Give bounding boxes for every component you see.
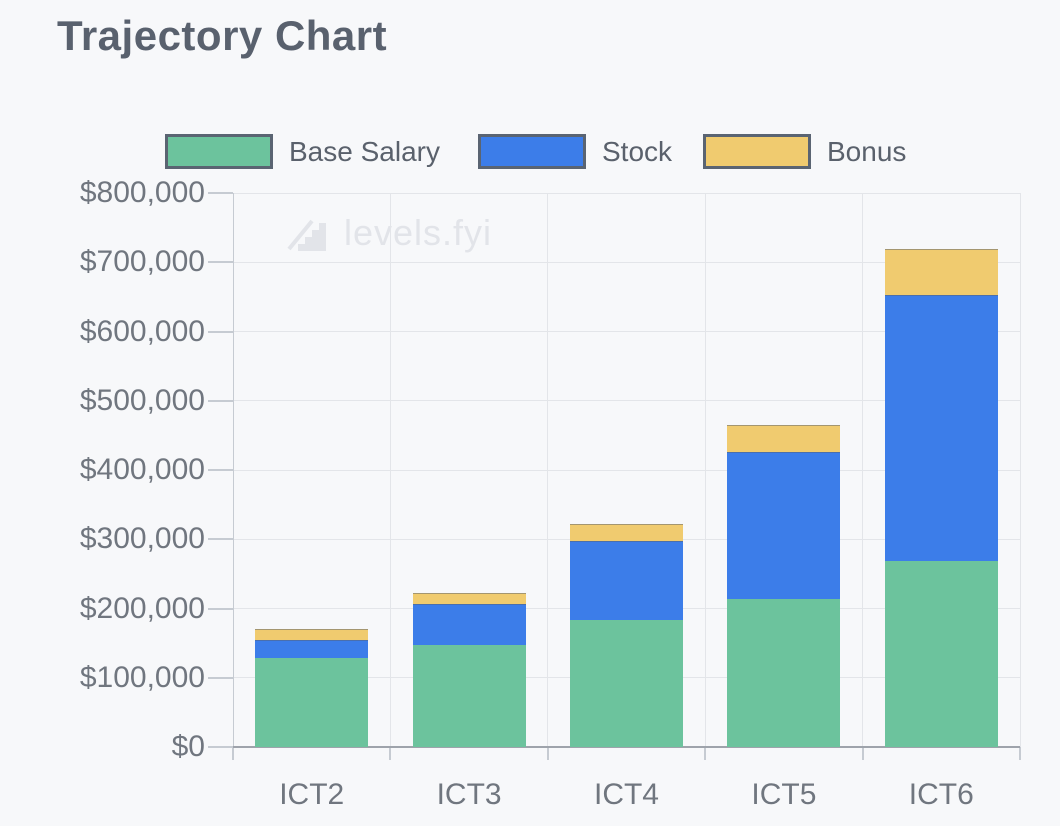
legend-swatch-bonus xyxy=(703,134,811,169)
x-axis-label-ict3: ICT3 xyxy=(436,778,502,811)
y-axis-label: $800,000 xyxy=(79,176,205,209)
gridline-vertical xyxy=(1019,193,1021,747)
gridline-horizontal xyxy=(233,331,1020,332)
x-axis-line xyxy=(233,746,1020,748)
bar-segment-ict3-stock[interactable] xyxy=(412,603,526,646)
legend-item-bonus[interactable]: Bonus xyxy=(703,134,906,169)
x-axis-tick xyxy=(389,747,392,760)
gridline-horizontal xyxy=(233,192,1020,194)
bar-segment-ict4-stock[interactable] xyxy=(570,541,683,620)
y-axis-label: $400,000 xyxy=(79,453,205,486)
y-axis-tick xyxy=(208,676,233,679)
y-axis-tick xyxy=(208,746,233,748)
y-axis-tick xyxy=(208,330,233,333)
x-axis-label-ict6: ICT6 xyxy=(908,778,974,811)
y-axis-label: $700,000 xyxy=(79,245,205,279)
y-axis-label: $100,000 xyxy=(79,660,205,694)
y-axis-label: $500,000 xyxy=(79,383,205,417)
legend-item-base-salary[interactable]: Base Salary xyxy=(165,134,440,169)
y-axis-line xyxy=(232,193,234,747)
bar-segment-ict3-base-salary[interactable] xyxy=(412,645,526,747)
bar-segment-ict5-stock[interactable] xyxy=(727,451,841,600)
bar-segment-ict3-bonus[interactable] xyxy=(412,593,526,604)
x-axis-label-ict4: ICT4 xyxy=(593,778,659,811)
gridline-vertical xyxy=(704,193,706,747)
stairs-icon xyxy=(287,219,326,251)
x-axis-label-ict2: ICT2 xyxy=(279,778,345,811)
x-axis-label-ict5: ICT5 xyxy=(751,778,817,811)
y-axis-tick xyxy=(208,192,233,194)
y-axis-tick xyxy=(208,538,233,541)
watermark-text: levels.fyi xyxy=(344,212,493,253)
legend-swatch-base-salary xyxy=(165,134,273,169)
bar-segment-ict6-bonus[interactable] xyxy=(884,249,998,296)
gridline-horizontal xyxy=(233,400,1020,402)
y-axis-tick xyxy=(208,261,233,264)
bar-segment-ict4-base-salary[interactable] xyxy=(570,619,683,747)
bar-segment-ict2-bonus[interactable] xyxy=(255,628,369,640)
bar-segment-ict5-bonus[interactable] xyxy=(727,424,841,452)
x-axis-tick xyxy=(232,747,234,760)
y-axis-label: $600,000 xyxy=(79,314,205,348)
gridline-vertical xyxy=(862,193,864,747)
bar-segment-ict6-stock[interactable] xyxy=(884,295,998,562)
bar-segment-ict4-bonus[interactable] xyxy=(570,524,683,542)
gridline-vertical xyxy=(389,193,391,747)
legend-label: Bonus xyxy=(827,135,907,167)
x-axis-tick xyxy=(704,747,707,760)
gridline-horizontal xyxy=(233,261,1020,263)
y-axis-label: $0 xyxy=(171,730,205,763)
bar-segment-ict2-base-salary[interactable] xyxy=(255,658,369,747)
gridline-vertical xyxy=(547,193,549,747)
x-axis-tick xyxy=(1019,747,1021,760)
bar-segment-ict5-base-salary[interactable] xyxy=(727,599,841,747)
y-axis-tick xyxy=(208,607,233,610)
page-title: Trajectory Chart xyxy=(57,12,388,59)
gridline-horizontal xyxy=(233,469,1020,471)
legend-label: Stock xyxy=(602,135,673,167)
x-axis-tick xyxy=(546,747,549,760)
y-axis-tick xyxy=(208,399,233,402)
y-axis-tick xyxy=(208,469,233,471)
levels-fyi-watermark: levels.fyi xyxy=(286,212,492,254)
legend-swatch-stock xyxy=(478,134,586,169)
legend-item-stock[interactable]: Stock xyxy=(478,134,672,169)
x-axis-tick xyxy=(861,747,864,760)
bar-segment-ict2-stock[interactable] xyxy=(255,639,369,659)
bar-segment-ict6-base-salary[interactable] xyxy=(884,561,998,747)
y-axis-label: $300,000 xyxy=(79,522,205,556)
legend-label: Base Salary xyxy=(289,135,440,167)
y-axis-label: $200,000 xyxy=(79,591,205,625)
chart-legend: Base Salary Stock Bonus xyxy=(0,134,1060,170)
